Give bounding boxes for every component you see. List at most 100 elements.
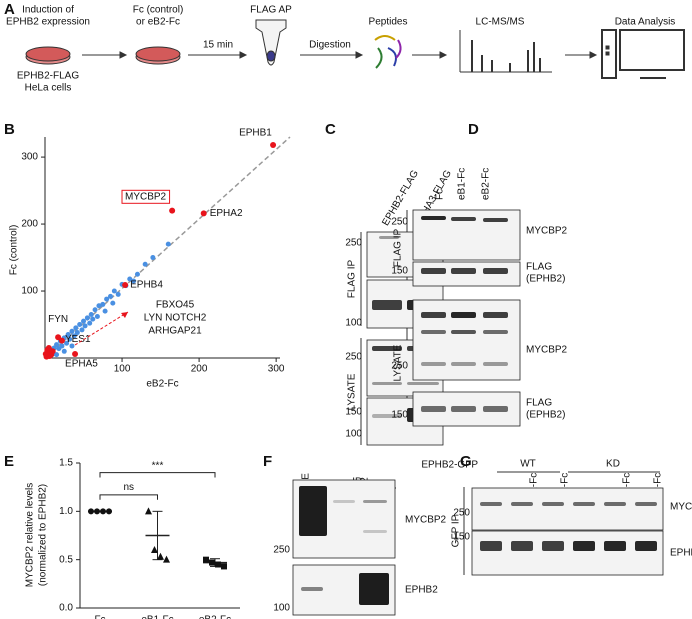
point xyxy=(107,293,113,299)
point xyxy=(104,296,110,302)
label: GFP IP xyxy=(451,514,462,547)
panel-label: D xyxy=(468,121,479,138)
label: FLAG IP xyxy=(347,260,358,299)
label: HeLa cells xyxy=(25,83,72,94)
protein-label: MYCBP2 xyxy=(670,502,692,513)
panel-label: F xyxy=(263,453,272,470)
band xyxy=(451,217,476,221)
panel-label: G xyxy=(460,453,472,470)
band xyxy=(407,382,439,385)
panel-label: C xyxy=(325,121,336,138)
protein-label: MYCBP2 xyxy=(526,226,568,237)
panel-label: E xyxy=(4,453,14,470)
annotation: FBXO45 xyxy=(156,300,195,311)
y-tick-label: 1.5 xyxy=(59,458,73,469)
label: LYSATE xyxy=(347,373,358,410)
point xyxy=(90,316,96,322)
marker: 150 xyxy=(391,266,408,277)
label: KD xyxy=(606,459,620,470)
label: Peptides xyxy=(369,17,408,28)
protein-label: MYCBP2 xyxy=(526,345,568,356)
y-tick-label: 100 xyxy=(21,286,38,297)
point xyxy=(69,343,75,349)
marker: 150 xyxy=(391,410,408,421)
label: or eB2-Fc xyxy=(136,17,180,28)
protein-label: EPHB2 xyxy=(405,585,438,596)
point xyxy=(163,555,170,563)
x-tick-label: 200 xyxy=(191,364,208,375)
band xyxy=(359,573,389,605)
band xyxy=(363,500,387,503)
point xyxy=(65,332,71,338)
point xyxy=(127,276,133,282)
point xyxy=(115,291,121,297)
lane-label: eB1-Fc xyxy=(457,168,468,200)
point xyxy=(88,508,94,515)
point xyxy=(142,261,148,267)
band xyxy=(372,414,402,418)
point xyxy=(165,241,171,247)
point xyxy=(54,352,60,358)
point xyxy=(221,563,227,570)
point xyxy=(209,559,215,566)
x-axis-label: eB2-Fc xyxy=(146,379,178,390)
x-tick-label: 100 xyxy=(114,364,131,375)
band xyxy=(483,406,508,412)
point xyxy=(87,320,93,326)
point xyxy=(94,508,100,515)
workflow-diagram xyxy=(25,19,685,79)
band xyxy=(379,236,399,239)
point xyxy=(77,322,83,328)
y-tick-label: 0.0 xyxy=(59,603,73,614)
band xyxy=(421,268,446,274)
band xyxy=(451,362,476,366)
marker: 250 xyxy=(391,361,408,372)
band xyxy=(511,541,533,551)
label: FLAG IP xyxy=(393,229,404,268)
point xyxy=(72,350,79,357)
panel-label: B xyxy=(4,121,15,138)
point xyxy=(157,552,164,560)
y-tick-label: 200 xyxy=(21,219,38,230)
y-tick-label: 0.5 xyxy=(59,554,73,565)
point xyxy=(81,318,87,324)
label: Induction of xyxy=(22,5,74,16)
arrowhead xyxy=(121,312,128,318)
band xyxy=(421,406,446,412)
x-tick-label: eB2-Fc xyxy=(199,615,231,619)
point xyxy=(54,342,60,348)
point xyxy=(71,333,77,339)
point-label: FYN xyxy=(48,314,68,325)
arrow xyxy=(74,311,129,346)
marker: 100 xyxy=(273,603,290,614)
diagonal xyxy=(44,136,291,359)
band xyxy=(299,486,327,536)
band xyxy=(635,541,657,551)
band xyxy=(451,268,476,274)
label: 15 min xyxy=(203,40,233,51)
point xyxy=(64,340,70,346)
point xyxy=(61,348,67,354)
x-tick-label: 300 xyxy=(268,364,285,375)
marker: 150 xyxy=(345,407,362,418)
point xyxy=(84,315,90,321)
band xyxy=(604,502,626,506)
label: EPHB2-GFP xyxy=(421,460,478,471)
band xyxy=(573,541,595,551)
band xyxy=(451,312,476,318)
point xyxy=(203,556,209,563)
band xyxy=(542,502,564,506)
band xyxy=(421,216,446,220)
point xyxy=(150,255,156,261)
band xyxy=(542,541,564,551)
panel-label: A xyxy=(4,1,15,18)
band xyxy=(573,502,595,506)
label: Digestion xyxy=(309,40,351,51)
band xyxy=(372,300,402,310)
blot xyxy=(471,530,664,576)
point xyxy=(100,508,106,515)
point-label: MYCBP2 xyxy=(125,191,167,202)
protein-label: FLAG xyxy=(526,398,552,409)
point xyxy=(73,325,79,331)
